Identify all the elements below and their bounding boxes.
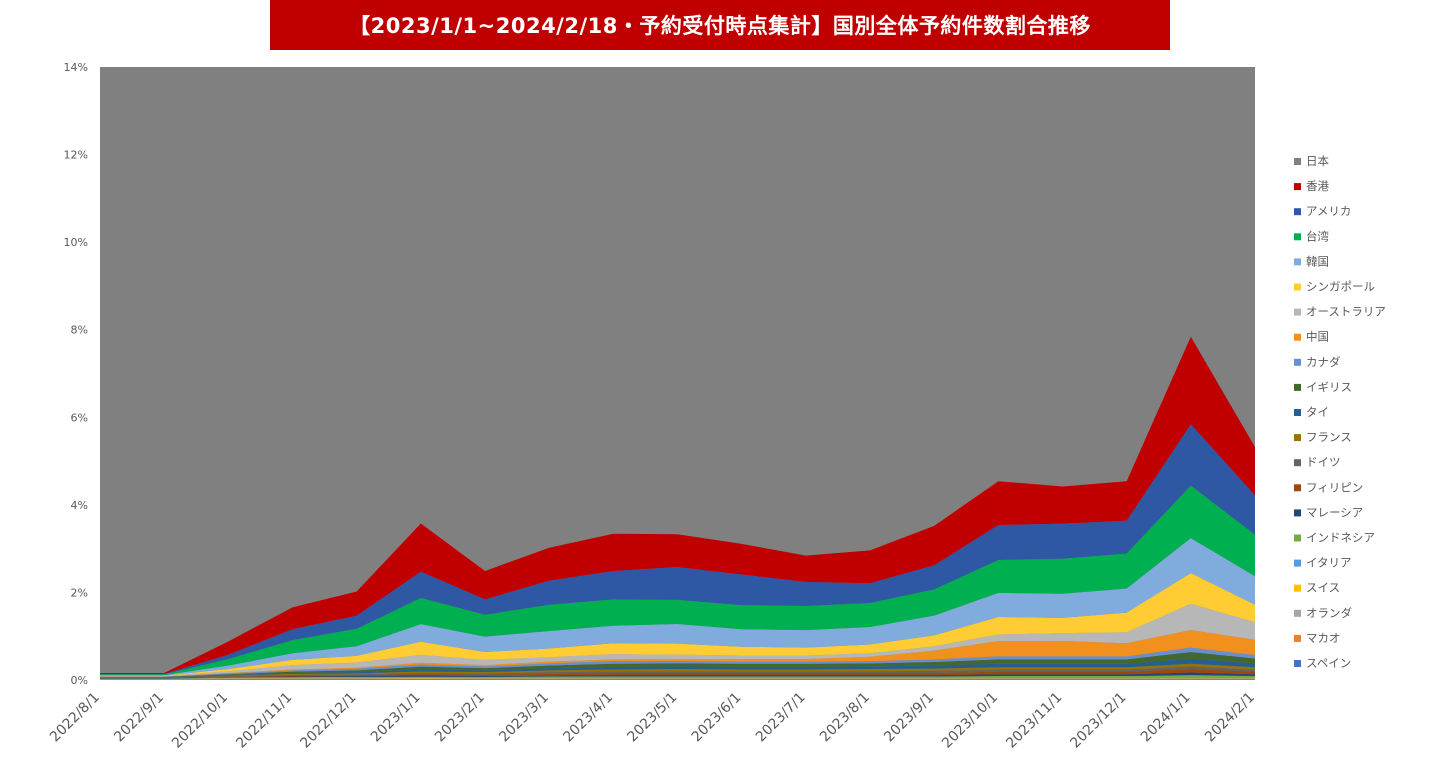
legend-label: 香港 bbox=[1306, 179, 1329, 193]
area-アメリカ bbox=[100, 424, 1255, 675]
y-tick-label: 12% bbox=[64, 149, 88, 162]
area-マレーシア bbox=[100, 672, 1255, 679]
area-イギリス bbox=[100, 651, 1255, 678]
legend-swatch bbox=[1294, 509, 1301, 517]
area-ドイツ bbox=[100, 666, 1255, 678]
legend-label: ドイツ bbox=[1306, 455, 1341, 469]
legend-swatch bbox=[1294, 233, 1301, 241]
legend-swatch bbox=[1294, 660, 1301, 667]
legend-swatch bbox=[1294, 383, 1301, 391]
legend-swatch bbox=[1294, 609, 1301, 617]
legend-swatch bbox=[1294, 459, 1301, 467]
area-韓国 bbox=[100, 538, 1255, 676]
x-tick-label: 2022/8/1 bbox=[47, 690, 103, 746]
legend-label: フィリピン bbox=[1306, 480, 1363, 494]
x-tick-label: 2022/10/1 bbox=[169, 690, 231, 752]
x-tick-label: 2023/9/1 bbox=[881, 690, 937, 746]
area-台湾 bbox=[100, 485, 1255, 676]
x-tick-label: 2023/7/1 bbox=[753, 690, 809, 746]
x-axis: 2022/8/1 2022/9/1 2022/10/1 2022/11/1 2022/1… bbox=[47, 690, 1258, 752]
legend-label: スイス bbox=[1306, 581, 1340, 595]
legend-label: シンガポール bbox=[1306, 280, 1375, 294]
legend-label: マレーシア bbox=[1306, 505, 1363, 519]
x-tick-label: 2023/10/1 bbox=[939, 690, 1001, 752]
area-シンガポール bbox=[100, 573, 1255, 677]
legend-swatch bbox=[1294, 434, 1301, 442]
area-タイ bbox=[100, 658, 1255, 678]
legend-swatch bbox=[1294, 484, 1301, 492]
legend-swatch bbox=[1294, 333, 1301, 341]
x-tick-label: 2022/11/1 bbox=[233, 690, 295, 752]
x-tick-label: 2024/1/1 bbox=[1138, 690, 1194, 746]
legend-label: インドネシア bbox=[1306, 531, 1375, 545]
area-中国 bbox=[100, 630, 1255, 677]
x-tick-label: 2023/1/1 bbox=[368, 690, 424, 746]
area-カナダ bbox=[100, 647, 1255, 677]
legend-label: カナダ bbox=[1306, 355, 1341, 369]
x-tick-label: 2023/11/1 bbox=[1003, 690, 1065, 752]
plot-area bbox=[100, 67, 1255, 680]
area-イタリア bbox=[100, 677, 1255, 680]
legend-swatch bbox=[1294, 183, 1301, 191]
x-tick-label: 2023/8/1 bbox=[817, 690, 873, 746]
x-tick-label: 2023/4/1 bbox=[560, 690, 616, 746]
y-tick-label: 0% bbox=[71, 674, 88, 687]
legend-swatch bbox=[1294, 158, 1301, 165]
y-tick-label: 2% bbox=[71, 586, 88, 599]
legend-label: フランス bbox=[1306, 430, 1352, 444]
legend-label: イギリス bbox=[1306, 380, 1352, 394]
x-tick-label: 2022/9/1 bbox=[111, 690, 167, 746]
area-香港 bbox=[100, 336, 1255, 674]
area-インドネシア bbox=[100, 675, 1255, 679]
y-tick-label: 14% bbox=[64, 61, 88, 74]
x-tick-label: 2023/5/1 bbox=[625, 690, 681, 746]
area-マカオ bbox=[100, 678, 1255, 680]
chart-title: 【2023/1/1~2024/2/18・予約受付時点集計】国別全体予約件数割合推… bbox=[270, 0, 1170, 50]
y-tick-label: 6% bbox=[71, 411, 88, 424]
legend-swatch bbox=[1294, 308, 1301, 316]
area-スイス bbox=[100, 678, 1255, 680]
legend-swatch bbox=[1294, 559, 1301, 567]
legend-label: イタリア bbox=[1306, 556, 1352, 570]
y-tick-label: 4% bbox=[71, 499, 88, 512]
legend-label: 台湾 bbox=[1306, 229, 1329, 243]
y-tick-label: 10% bbox=[64, 236, 88, 249]
x-tick-label: 2024/2/1 bbox=[1202, 690, 1258, 746]
x-tick-label: 2023/12/1 bbox=[1067, 690, 1129, 752]
y-tick-label: 8% bbox=[71, 324, 88, 337]
area-フィリピン bbox=[100, 669, 1255, 679]
x-tick-label: 2022/12/1 bbox=[297, 690, 359, 752]
legend-label: 日本 bbox=[1306, 154, 1329, 168]
legend-swatch bbox=[1294, 534, 1301, 542]
legend-label: アメリカ bbox=[1306, 204, 1351, 218]
legend-label: オランダ bbox=[1306, 606, 1352, 620]
legend: 日本香港アメリカ台湾韓国シンガポールオーストラリア中国カナダイギリスタイフランス… bbox=[1294, 154, 1386, 670]
legend-swatch bbox=[1294, 283, 1301, 291]
legend-label: オーストラリア bbox=[1306, 305, 1386, 319]
legend-label: マカオ bbox=[1306, 631, 1341, 645]
area-オーストラリア bbox=[100, 603, 1255, 677]
area-オランダ bbox=[100, 678, 1255, 680]
legend-label: 中国 bbox=[1306, 330, 1329, 344]
legend-label: スペイン bbox=[1306, 656, 1351, 670]
legend-swatch bbox=[1294, 409, 1301, 416]
legend-swatch bbox=[1294, 258, 1301, 266]
legend-swatch bbox=[1294, 358, 1301, 366]
y-axis: 0% 2% 4% 6% 8% 10% 12% 14% bbox=[64, 61, 88, 687]
legend-swatch bbox=[1294, 208, 1301, 216]
area-フランス bbox=[100, 663, 1255, 678]
legend-label: 韓国 bbox=[1306, 254, 1329, 268]
legend-label: タイ bbox=[1306, 405, 1329, 419]
x-tick-label: 2023/3/1 bbox=[496, 690, 552, 746]
x-tick-label: 2023/2/1 bbox=[432, 690, 488, 746]
legend-swatch bbox=[1294, 584, 1301, 592]
x-tick-label: 2023/6/1 bbox=[689, 690, 745, 746]
legend-swatch bbox=[1294, 634, 1301, 642]
